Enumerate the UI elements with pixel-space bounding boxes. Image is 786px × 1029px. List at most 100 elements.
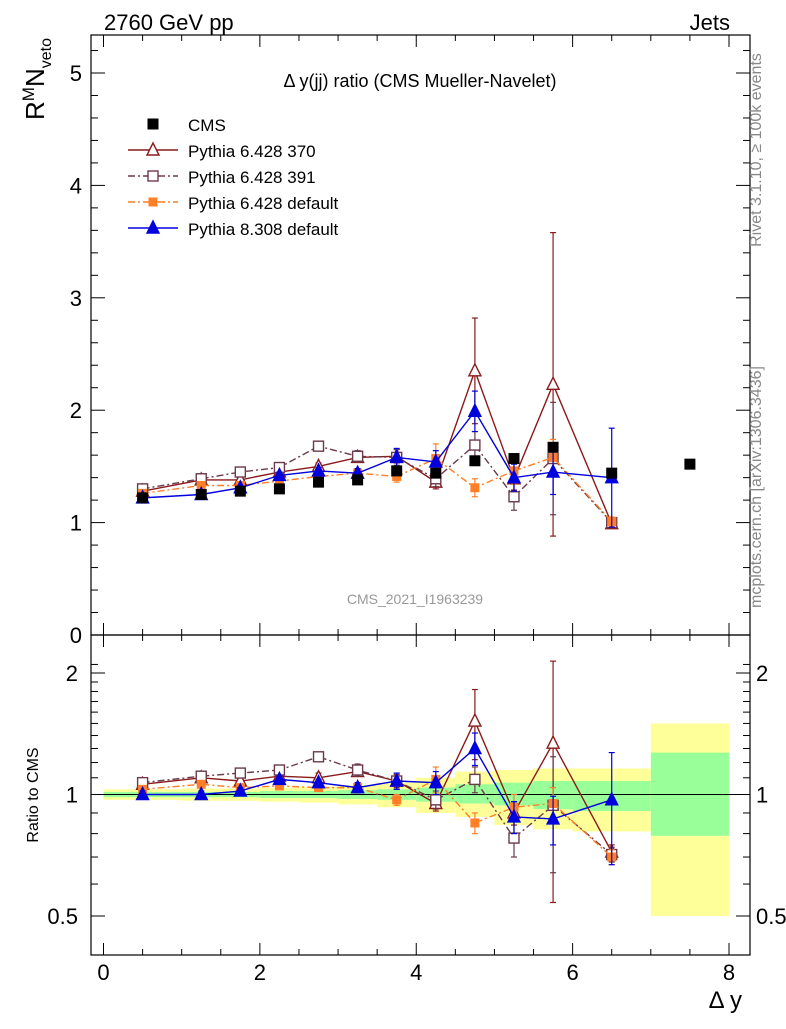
series-3-line [142,410,612,499]
cms-data-point [684,458,696,470]
series-2 [138,438,617,527]
series-1-point [234,466,247,478]
series-0-line [142,368,613,524]
ratio-tick-label-left: 2 [66,661,78,686]
y-tick-label: 3 [70,286,82,311]
axes: 0 2 4 6 8 0 1 2 3 4 5 0.5 0.5 1 1 2 2 [47,34,786,985]
cms-data-point [313,476,325,488]
ratio-series-0-point [467,712,483,727]
legend-entry-cms: CMS [147,116,226,135]
ratio-series-2-line [142,778,613,858]
chart-title: Δ y(jj) ratio (CMS Mueller-Navelet) [283,71,556,91]
mcplots-label: mcplots.cern.ch [arXiv:1306.3436] [748,366,765,608]
legend-marker [145,219,161,234]
y-tick-label: 5 [70,61,82,86]
ratio-series-3-point [135,785,150,801]
series-3-point [428,453,443,468]
ratio-series-3-point [272,770,287,786]
ratio-tick-label-left: 0.5 [47,904,78,929]
series-3-point [389,448,404,464]
series-3 [135,390,619,528]
ratio-tick-label-left: 1 [66,783,78,808]
ratio-series-1-point [430,794,442,806]
legend-marker [145,141,161,156]
series-0 [135,232,619,537]
ratio-tick-label-right: 0.5 [756,904,786,929]
ratio-series-1-point [312,751,325,763]
legend-label: Pythia 6.428 391 [188,168,316,187]
svg-text:RMNveto: RMNveto [19,38,55,120]
series-2-point [470,483,480,493]
ratio-series-3-point [194,785,209,801]
series-0-point [467,362,483,377]
x-tick-label: 6 [567,960,579,985]
legend-marker [148,197,158,207]
cms-data-point [195,489,207,500]
cms-data-point [508,453,520,465]
ratio-series-1-point [508,832,520,844]
ratio-series-1-point [469,773,481,786]
header-left: 2760 GeV pp [104,10,234,35]
series-1-point [469,439,481,451]
legend-label: Pythia 6.428 370 [188,142,316,161]
ratio-series-3-point [311,774,326,789]
ratio-series-2-point [392,795,402,805]
ratio-series-3-line [142,747,612,820]
series-0-point [545,375,561,391]
ratio-series-0-line [142,719,613,853]
cms-data-point [234,485,246,497]
cms-data-point [606,467,618,479]
series-1-point [351,450,364,462]
legend-label: Pythia 6.428 default [188,194,339,213]
x-axis-label: Δ y [709,987,742,1014]
ratio-series-1-point [351,764,364,776]
ratio-tick-label-right: 1 [756,783,768,808]
cms-data-point [137,492,149,504]
ratio-series-3-point [506,808,522,823]
legend-label: Pythia 8.308 default [188,220,339,239]
ratio-axis-label: Ratio to CMS [25,747,42,842]
rivet-label: Rivet 3.1.10, ≥ 100k events [748,53,765,247]
series-3-point [272,466,287,482]
legend: CMS Pythia 6.428 370 Pythia 6.428 391 Pythi… [128,116,339,239]
legend-entry-1: Pythia 6.428 391 [128,168,316,187]
series-3-point [467,402,483,418]
series-3-point [545,463,561,478]
ratio-series-3-point [350,779,365,794]
series-3-point [311,462,326,477]
cms-data-point [273,483,285,495]
ratio-series-0-point [545,734,561,749]
y-tick-label: 1 [70,511,82,536]
legend-marker-cms [147,118,159,130]
series-3-point [506,469,522,484]
cms-data-point [547,441,559,453]
y-axis-label: RMNveto [19,38,55,120]
ratio-series-1-point [195,770,207,782]
series-2-line [142,456,613,522]
main-plot-series [135,232,619,537]
ratio-series-3-point [604,791,619,806]
legend-entry-0: Pythia 6.428 370 [128,141,316,161]
legend-entry-2: Pythia 6.428 default [128,194,339,213]
y-tick-label: 0 [70,623,82,648]
cms-data-points [137,441,696,504]
x-tick-label: 0 [97,960,109,985]
stat-uncertainty-band [455,784,495,804]
series-1-line [142,444,613,524]
legend-entry-3: Pythia 8.308 default [128,219,339,239]
ratio-series-3-point [233,782,248,797]
ratio-tick-label-right: 2 [756,661,768,686]
y-tick-label: 4 [70,173,82,198]
y-tick-label: 2 [70,398,82,423]
header-right: Jets [690,10,730,35]
series-1-point [312,440,325,452]
ratio-series-3-point [389,772,404,787]
x-tick-label: 2 [254,960,266,985]
ratio-plot-series [135,660,619,904]
ratio-series-1-line [142,756,613,856]
x-tick-label: 8 [723,960,735,985]
x-tick-label: 4 [410,960,422,985]
ratio-series-2-point [470,818,480,828]
